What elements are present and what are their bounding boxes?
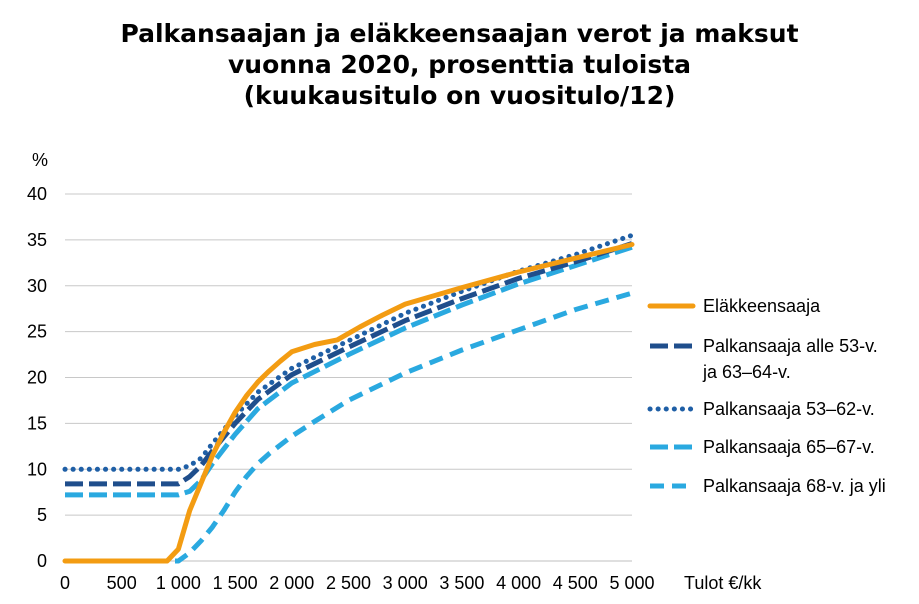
series-line-1 [62, 242, 635, 564]
x-tick-label: 1 000 [156, 573, 201, 593]
x-tick-label: 0 [60, 573, 70, 593]
y-tick-label: 5 [37, 505, 47, 525]
y-tick-label: 40 [27, 184, 47, 204]
chart-title-line-1: Palkansaajan ja eläkkeensaajan verot ja … [120, 19, 799, 48]
legend-label-4: Palkansaaja 65–67-v. [703, 437, 875, 457]
x-tick-label: 4 000 [496, 573, 541, 593]
chart-title: Palkansaajan ja eläkkeensaajan verot ja … [0, 18, 919, 111]
series-lines [62, 232, 635, 564]
x-tick-label: 2 500 [326, 573, 371, 593]
grid-lines [65, 193, 632, 562]
x-tick-label: 4 500 [553, 573, 598, 593]
series-line-4 [65, 244, 633, 498]
x-axis-ticks: 0 500 1 000 1 500 2 000 2 500 3 000 3 500 4 000 4… [60, 573, 655, 593]
y-tick-label: 0 [37, 551, 47, 571]
y-tick-label: 25 [27, 322, 47, 342]
x-tick-label: 5 000 [609, 573, 654, 593]
legend-label-3: Palkansaaja 53–62-v. [703, 399, 875, 419]
y-axis-label: % [32, 150, 48, 170]
legend-label-2-cont: ja 63–64-v. [702, 362, 791, 382]
legend-label-5: Palkansaaja 68-v. ja yli [703, 476, 886, 496]
x-axis-label: Tulot €/kk [684, 573, 762, 593]
legend-label-2: Palkansaaja alle 53-v. [703, 336, 878, 356]
x-tick-label: 500 [107, 573, 137, 593]
y-axis-ticks: 0 5 10 15 20 25 30 35 40 [27, 184, 47, 571]
x-tick-label: 3 000 [383, 573, 428, 593]
y-tick-label: 35 [27, 230, 47, 250]
y-tick-label: 15 [27, 413, 47, 433]
y-tick-label: 30 [27, 276, 47, 296]
series-line-2 [65, 241, 633, 487]
chart-title-line-2: vuonna 2020, prosenttia tuloista [227, 50, 692, 79]
chart-title-line-3: (kuukausitulo on vuositulo/12) [243, 81, 676, 110]
legend: Eläkkeensaaja Palkansaaja alle 53-v. ja 63… [647, 296, 886, 496]
x-tick-label: 2 000 [269, 573, 314, 593]
y-tick-label: 20 [27, 368, 47, 388]
x-tick-label: 1 500 [213, 573, 258, 593]
y-tick-label: 10 [27, 459, 47, 479]
series-line-5 [65, 290, 633, 564]
x-tick-label: 3 500 [439, 573, 484, 593]
legend-label-1: Eläkkeensaaja [703, 296, 821, 316]
